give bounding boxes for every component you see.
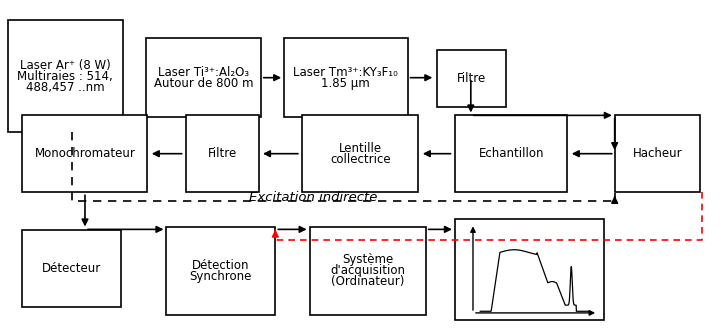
Text: Synchrone: Synchrone xyxy=(190,270,252,283)
FancyBboxPatch shape xyxy=(437,50,506,107)
FancyBboxPatch shape xyxy=(8,20,123,132)
FancyBboxPatch shape xyxy=(455,218,604,320)
Text: Laser Ar⁺ (8 W): Laser Ar⁺ (8 W) xyxy=(20,59,111,71)
Text: Lentille: Lentille xyxy=(339,142,382,155)
Text: Multiraies : 514,: Multiraies : 514, xyxy=(17,69,114,83)
Text: Filtre: Filtre xyxy=(207,147,237,160)
Text: Détecteur: Détecteur xyxy=(42,262,101,275)
Text: Monochromateur: Monochromateur xyxy=(34,147,135,160)
FancyBboxPatch shape xyxy=(302,115,419,192)
Text: Détection: Détection xyxy=(192,259,250,272)
FancyBboxPatch shape xyxy=(455,115,567,192)
FancyBboxPatch shape xyxy=(614,115,700,192)
FancyBboxPatch shape xyxy=(23,230,121,307)
FancyBboxPatch shape xyxy=(23,115,148,192)
Text: Hacheur: Hacheur xyxy=(633,147,682,160)
Text: Echantillon: Echantillon xyxy=(478,147,544,160)
Text: 1.85 μm: 1.85 μm xyxy=(322,77,371,90)
Text: Laser Tm³⁺:KY₃F₁₀: Laser Tm³⁺:KY₃F₁₀ xyxy=(293,66,398,79)
Text: (Ordinateur): (Ordinateur) xyxy=(331,275,404,289)
Text: Excitation indirecte: Excitation indirecte xyxy=(249,191,377,204)
FancyBboxPatch shape xyxy=(309,227,426,315)
Text: Autour de 800 m: Autour de 800 m xyxy=(154,77,253,90)
Text: collectrice: collectrice xyxy=(330,153,391,166)
Text: Laser Ti³⁺:Al₂O₃: Laser Ti³⁺:Al₂O₃ xyxy=(158,66,249,79)
FancyBboxPatch shape xyxy=(284,38,408,117)
FancyBboxPatch shape xyxy=(146,38,261,117)
Text: Système: Système xyxy=(342,253,393,266)
Text: d'acquisition: d'acquisition xyxy=(330,265,405,277)
Text: Filtre: Filtre xyxy=(456,72,486,85)
FancyBboxPatch shape xyxy=(186,115,258,192)
FancyBboxPatch shape xyxy=(167,227,275,315)
Text: 488,457 ..nm: 488,457 ..nm xyxy=(26,81,105,93)
